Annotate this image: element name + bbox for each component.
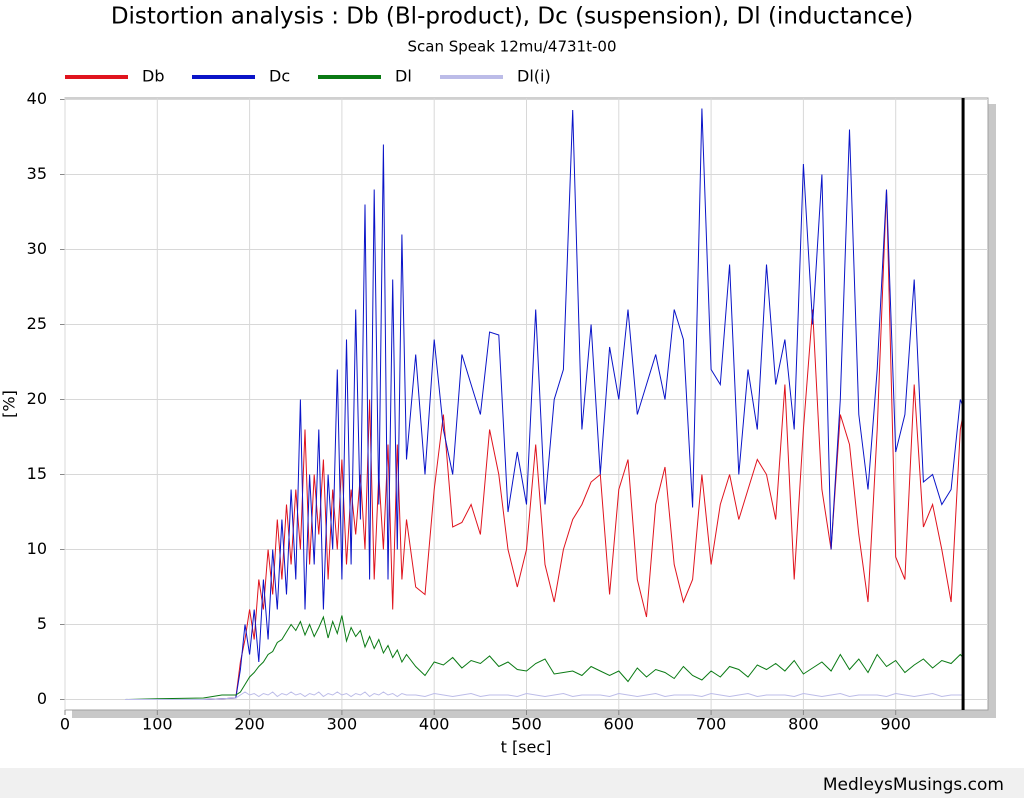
series-line: [125, 189, 964, 700]
frame-shadow: [72, 710, 996, 718]
footer-bar: [0, 768, 1024, 798]
y-tick-label: 30: [27, 239, 47, 258]
x-tick-label: 100: [142, 715, 173, 734]
chart-title: Distortion analysis : Db (Bl-product), D…: [111, 4, 913, 30]
x-tick-label: 900: [880, 715, 911, 734]
x-tick-label: 600: [604, 715, 635, 734]
x-tick-label: 700: [696, 715, 727, 734]
x-tick-label: 0: [60, 715, 70, 734]
y-tick-label: 0: [37, 689, 47, 708]
y-tick-label: 20: [27, 389, 47, 408]
footer: MedleysMusings.com: [823, 775, 1004, 795]
legend-label: Dl(i): [517, 67, 551, 86]
y-tick-label: 40: [27, 89, 47, 108]
series-line: [125, 108, 964, 700]
series-line: [124, 615, 964, 700]
legend-label: Dc: [269, 67, 290, 86]
x-tick-label: 800: [788, 715, 819, 734]
y-tick-label: 35: [27, 164, 47, 183]
x-axis-label: t [sec]: [501, 738, 552, 757]
y-tick-label: 25: [27, 314, 47, 333]
x-tick-label: 200: [234, 715, 265, 734]
x-tick-label: 500: [511, 715, 542, 734]
legend-label: Dl: [395, 67, 412, 86]
frame-shadow: [988, 104, 996, 718]
y-axis-label: [%]: [0, 390, 19, 418]
y-tick-label: 5: [37, 614, 47, 633]
legend-label: Db: [142, 67, 164, 86]
y-tick-label: 15: [27, 464, 47, 483]
series-line: [125, 691, 964, 700]
y-tick-label: 10: [27, 539, 47, 558]
x-tick-label: 300: [327, 715, 358, 734]
x-tick-label: 400: [419, 715, 450, 734]
chart-subtitle: Scan Speak 12mu/4731t-00: [408, 38, 617, 56]
